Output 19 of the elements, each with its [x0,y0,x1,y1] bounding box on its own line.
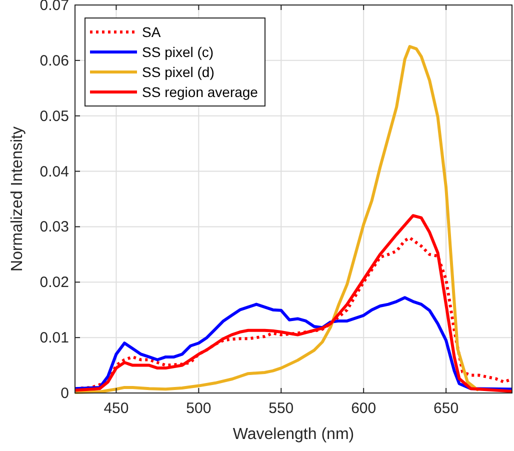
x-tick-label: 650 [434,400,459,417]
y-tick-label: 0.02 [40,274,69,292]
y-tick-label: 0.04 [40,163,69,180]
y-tick-label: 0.06 [40,52,69,70]
y-tick-label: 0.05 [40,108,69,125]
y-axis-title: Normalized Intensity [9,126,26,272]
legend-label: SA [142,24,162,40]
legend-label: SS pixel (d) [142,64,214,80]
x-tick-label: 500 [186,400,212,417]
legend-label: SS pixel (c) [142,44,214,60]
x-tick-label: 600 [351,400,376,417]
x-tick-label: 550 [268,400,294,417]
y-tick-label: 0 [60,385,69,402]
y-tick-label: 0.01 [40,330,69,347]
y-tick-label: 0.03 [40,218,69,236]
line-series [75,45,479,394]
legend-label: SS region average [142,84,258,100]
x-axis-title: Wavelength (nm) [232,426,354,443]
x-tick-label: 450 [104,400,129,417]
